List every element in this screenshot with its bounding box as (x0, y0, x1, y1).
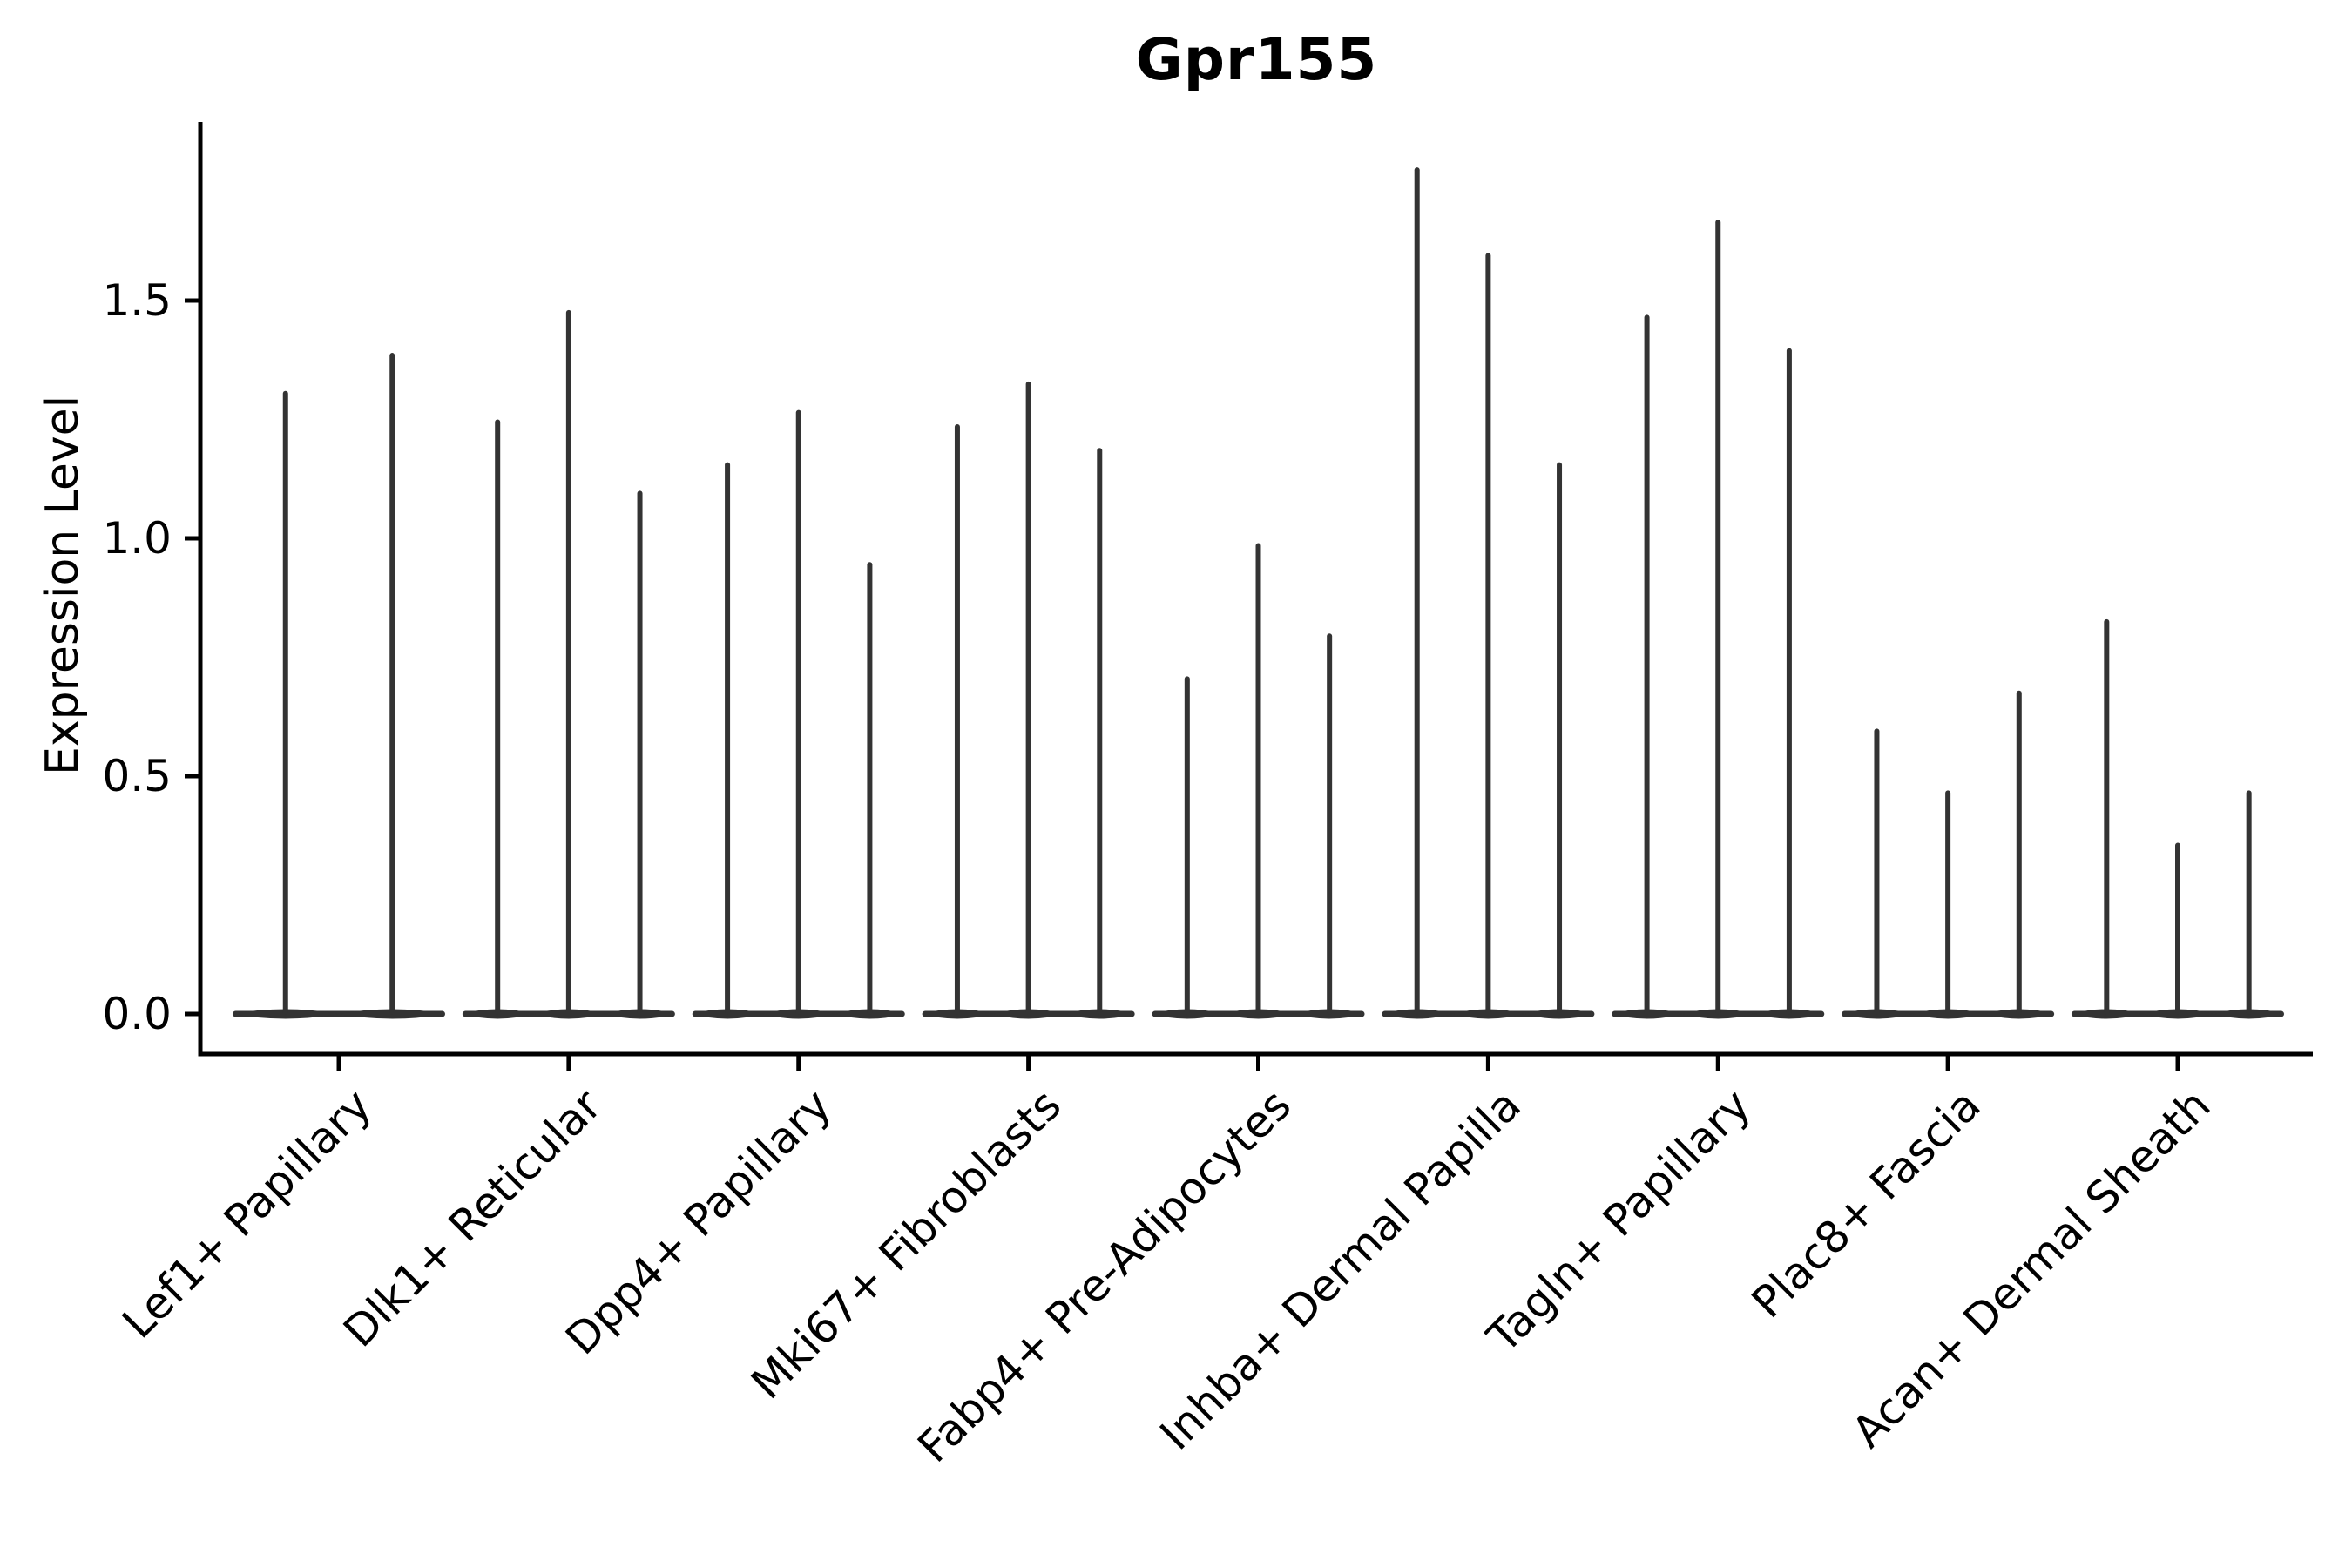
x-tick-label: Lef1+ Papillary (112, 1079, 381, 1348)
y-tick-label: 1.0 (102, 513, 172, 564)
axes (198, 122, 2313, 1057)
y-tick-label: 1.5 (102, 275, 172, 326)
x-tick-label: Fabp4+ Pre-Adipocytes (908, 1079, 1301, 1472)
y-axis-ticks: 0.0 0.5 1.0 1.5 (102, 275, 200, 1039)
x-tick-label: Plac8+ Fascia (1742, 1079, 1990, 1328)
violins (232, 167, 2285, 1019)
y-tick-label: 0.0 (102, 989, 172, 1039)
y-tick-label: 0.5 (102, 751, 172, 801)
chart-title: Gpr155 (1135, 26, 1378, 93)
